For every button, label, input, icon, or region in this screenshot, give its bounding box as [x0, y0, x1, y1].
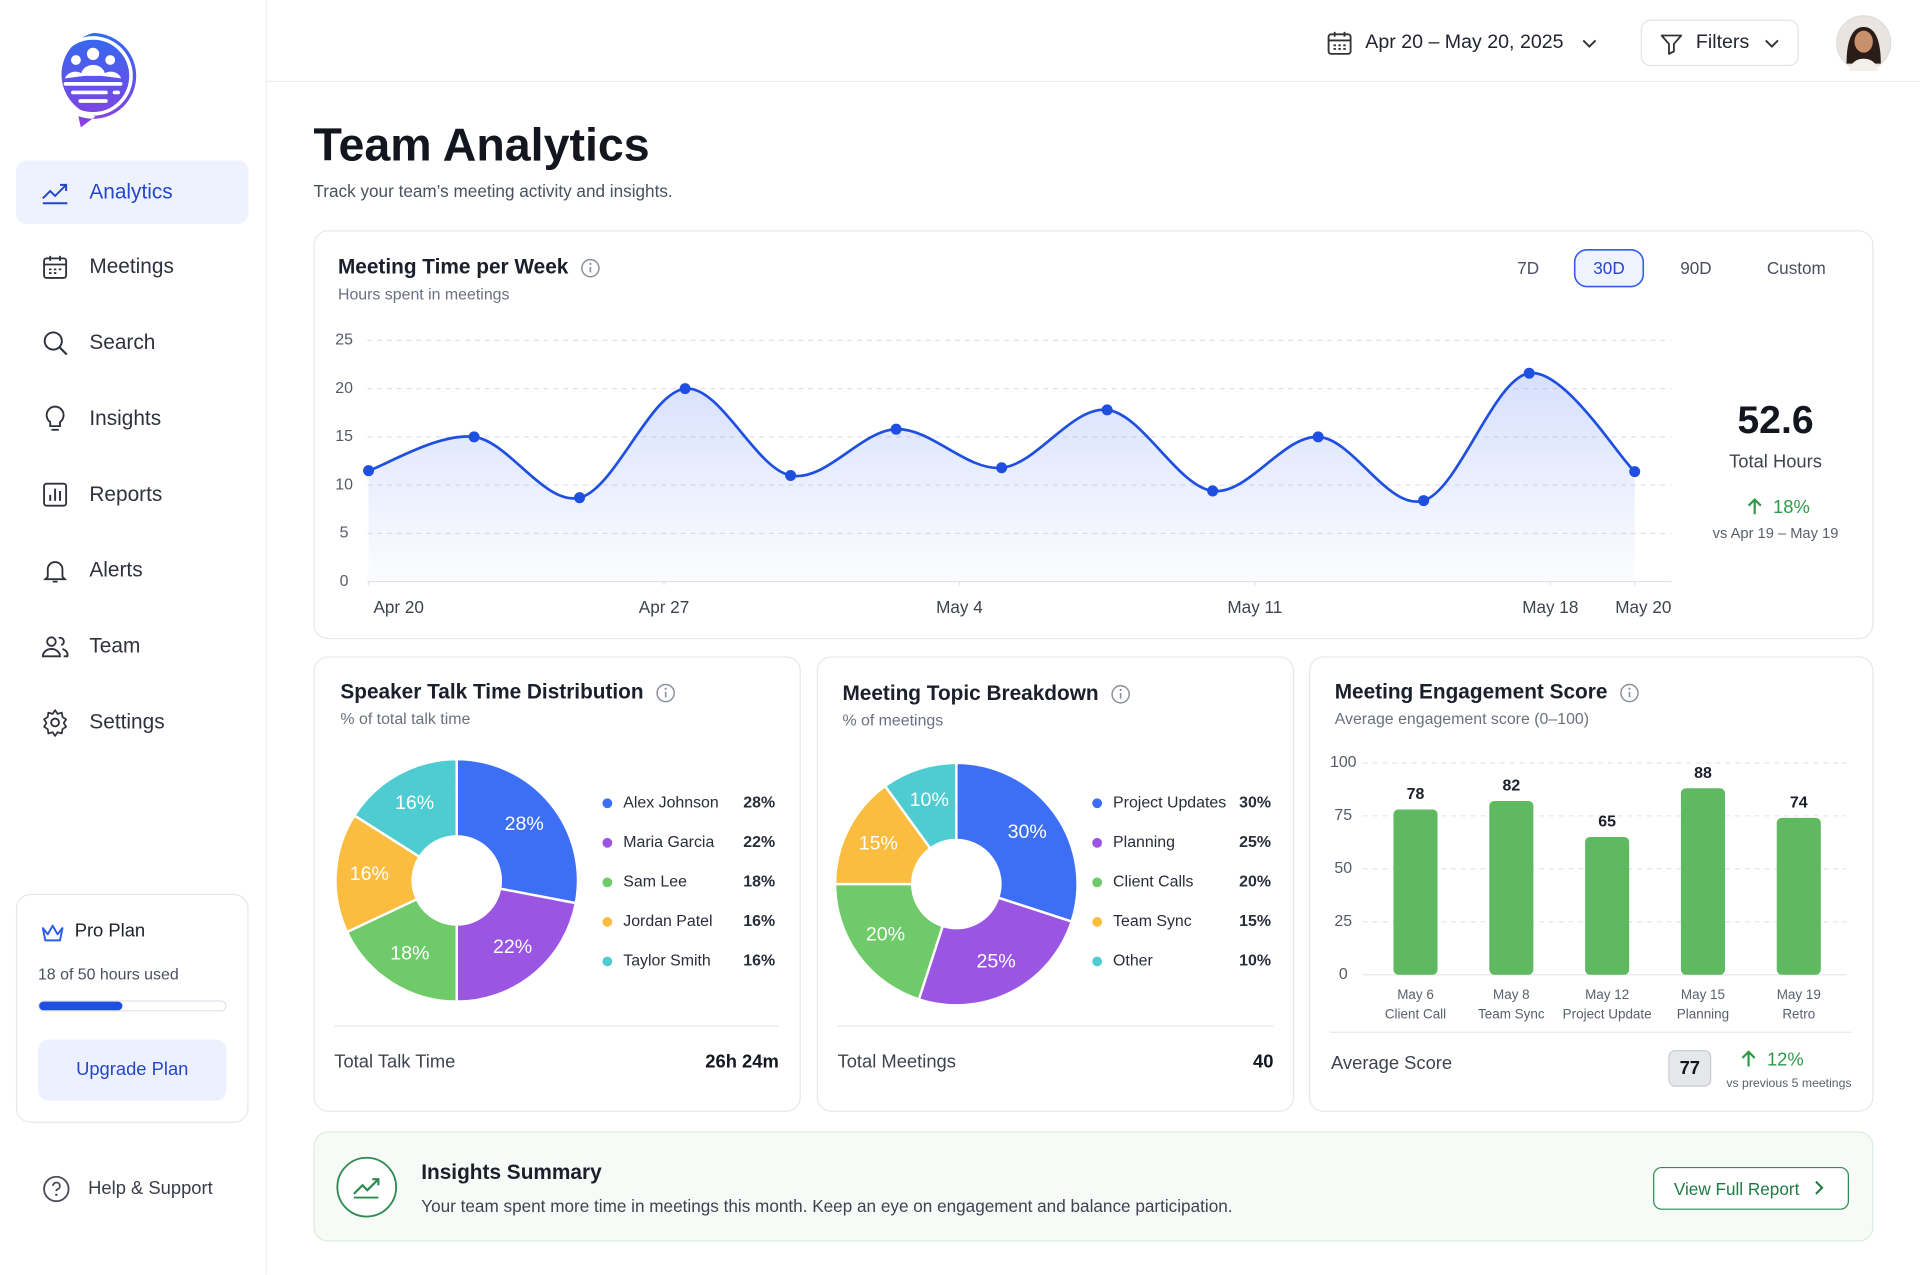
nav-icon-svg — [43, 331, 68, 356]
date-range[interactable]: Apr 20 – May 20, 2025 — [1365, 31, 1564, 53]
nav-icon-svg — [42, 183, 68, 205]
help-link[interactable]: Help & Support — [88, 1177, 213, 1199]
nav-icon — [40, 480, 69, 509]
nav-icon-svg — [43, 255, 68, 279]
nav-icon-svg — [43, 482, 68, 507]
nav-item[interactable]: Reports — [89, 482, 163, 506]
nav-icon-svg — [41, 636, 69, 658]
help-icon — [43, 1175, 70, 1203]
nav-item[interactable]: Team — [89, 634, 141, 658]
engagement-card — [1308, 656, 1874, 1112]
nav-icon — [40, 404, 69, 433]
report-button-label: View Full Report — [1673, 1179, 1800, 1199]
upgrade-button[interactable]: Upgrade Plan — [37, 1039, 227, 1101]
nav-item[interactable]: Settings — [89, 710, 165, 734]
plan-name: Pro Plan — [74, 920, 146, 942]
plan-usage: 18 of 50 hours used — [37, 964, 179, 984]
page-title: Team Analytics — [313, 120, 650, 172]
filters-button[interactable] — [1640, 19, 1799, 67]
chevron — [1765, 39, 1779, 48]
header-border — [266, 80, 1920, 83]
sidebar — [0, 0, 267, 1275]
insights-title: Insights Summary — [421, 1160, 602, 1185]
chevron-right — [1815, 1180, 1824, 1195]
page-subtitle: Track your team’s meeting activity and i… — [313, 181, 673, 201]
nav-item[interactable]: Analytics — [89, 180, 173, 204]
talk-card — [313, 656, 801, 1112]
calendar-icon — [1327, 31, 1352, 55]
usage-track — [37, 1000, 227, 1012]
insights-icon — [336, 1156, 398, 1218]
nav-icon — [40, 178, 69, 207]
nav-icon — [40, 556, 69, 585]
filters-label: Filters — [1695, 31, 1750, 53]
nav-icon — [40, 252, 69, 281]
logo — [53, 33, 137, 128]
usage-fill — [39, 1001, 123, 1011]
filter-icon — [1660, 34, 1683, 55]
nav-icon — [40, 632, 69, 661]
crown-icon — [41, 924, 64, 942]
avatar[interactable] — [1836, 15, 1892, 72]
line-card — [313, 230, 1874, 640]
chevron — [1582, 39, 1597, 48]
topic-card — [816, 656, 1295, 1112]
nav-icon-svg — [45, 405, 65, 431]
nav-item[interactable]: Meetings — [89, 254, 174, 278]
nav-active-bg — [15, 160, 249, 225]
nav-icon — [40, 328, 69, 357]
insights-text: Your team spent more time in meetings th… — [421, 1196, 1233, 1216]
nav-item[interactable]: Insights — [89, 406, 162, 430]
report-button[interactable] — [1653, 1166, 1849, 1210]
nav-icon — [40, 708, 69, 737]
nav-icon-svg — [43, 709, 67, 737]
nav-item[interactable]: Alerts — [89, 558, 143, 582]
insights-card — [313, 1131, 1874, 1242]
nav-item[interactable]: Search — [89, 330, 156, 354]
nav-icon-svg — [43, 561, 68, 583]
